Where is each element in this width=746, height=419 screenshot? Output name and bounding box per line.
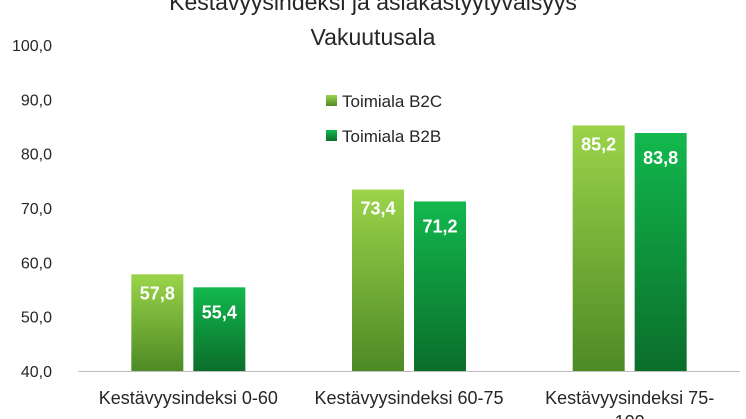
y-axis: 40,0 50,0 60,0 70,0 80,0 90,0 100,0 <box>12 38 52 381</box>
y-tick-label: 100,0 <box>12 38 52 55</box>
legend-label: Toimiala B2B <box>342 127 441 146</box>
legend-swatch <box>326 130 337 141</box>
data-label: 57,8 <box>140 283 175 303</box>
data-label: 55,4 <box>202 302 237 322</box>
chart-subtitle: Vakuutusala <box>311 24 436 50</box>
y-tick-label: 60,0 <box>21 255 52 272</box>
y-tick-label: 50,0 <box>21 310 52 327</box>
legend-swatch <box>326 95 337 106</box>
x-axis: Kestävyysindeksi 0-60 Kestävyysindeksi 60… <box>78 371 740 419</box>
y-tick-label: 70,0 <box>21 201 52 218</box>
data-label: 71,2 <box>422 216 457 236</box>
legend-label: Toimiala B2C <box>342 92 442 111</box>
x-category-label: Kestävyysindeksi 60-75 <box>314 388 503 408</box>
x-category-label: Kestävyysindeksi 75-100 <box>545 388 714 419</box>
y-tick-label: 40,0 <box>21 364 52 381</box>
bar-b2b-1 <box>414 201 466 371</box>
bar-b2c-0 <box>131 274 184 371</box>
data-label: 85,2 <box>581 134 616 154</box>
bar-b2b-0 <box>193 287 246 371</box>
y-tick-label: 90,0 <box>21 92 52 109</box>
bar-b2c-2 <box>572 125 625 371</box>
legend: Toimiala B2C Toimiala B2B <box>326 92 442 146</box>
x-category-label: Kestävyysindeksi 0-60 <box>99 388 278 408</box>
y-tick-label: 80,0 <box>21 147 52 164</box>
data-label: 73,4 <box>360 199 395 219</box>
chart-title: Kestävyysindeksi ja asiakastyytyväisyys <box>169 0 577 15</box>
bar-b2b-2 <box>634 133 687 371</box>
bars: 57,8 55,4 73,4 71,2 85,2 83,8 <box>131 125 687 371</box>
data-label: 83,8 <box>643 148 678 168</box>
bar-b2c-1 <box>352 189 404 371</box>
